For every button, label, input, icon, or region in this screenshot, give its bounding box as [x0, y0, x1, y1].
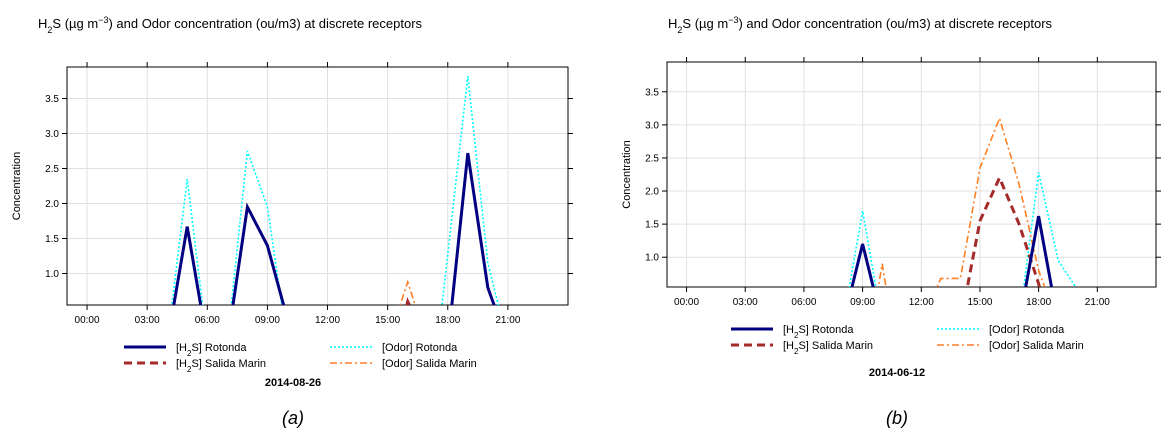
y-tick-label: 1.5	[645, 220, 659, 231]
x-tick-label: 18:00	[1026, 297, 1051, 308]
x-tick-label: 06:00	[791, 297, 816, 308]
y-tick-label: 2.5	[45, 164, 59, 175]
y-tick-label: 2.5	[645, 153, 659, 164]
x-tick-label: 06:00	[195, 315, 220, 326]
legend: [H2S] Rotonda [Odor] Rotonda [H2S] Salida …	[124, 342, 477, 374]
series-line-odor_salida	[399, 279, 417, 305]
y-tick-label: 1.0	[45, 269, 59, 280]
legend-label: [Odor] Rotonda	[382, 342, 458, 354]
y-tick-label: 3.0	[45, 129, 59, 140]
x-tick-label: 12:00	[909, 297, 934, 308]
panel-caption: (b)	[886, 408, 908, 428]
y-tick-label: 3.5	[645, 87, 659, 98]
legend-label: [H2S] Salida Marin	[176, 358, 266, 374]
x-tick-label: 21:00	[495, 315, 520, 326]
legend-label: [Odor] Salida Marin	[382, 358, 477, 370]
series-line-odor_rotonda	[171, 76, 500, 305]
y-tick-label: 3.0	[645, 120, 659, 131]
series-group	[848, 115, 1077, 287]
date-label: 2014-06-12	[869, 367, 925, 379]
x-tick-label: 03:00	[733, 297, 758, 308]
legend-label: [H2S] Rotonda	[176, 342, 247, 358]
x-tick-label: 15:00	[375, 315, 400, 326]
chart-panel-2: H2S (µg m−3) and Odor concentration (ou/…	[621, 15, 1161, 428]
x-tick-label: 00:00	[674, 297, 699, 308]
y-axis-label: Concentration	[621, 140, 633, 209]
y-tick-label: 1.5	[45, 234, 59, 245]
y-tick-label: 3.5	[45, 94, 59, 105]
series-line-h2s_salida	[965, 174, 1041, 287]
series-line-h2s_salida	[405, 297, 412, 305]
x-tick-label: 09:00	[850, 297, 875, 308]
chart-title: H2S (µg m−3) and Odor concentration (ou/…	[38, 15, 423, 35]
panel-caption: (a)	[282, 408, 304, 428]
x-tick-label: 09:00	[255, 315, 280, 326]
series-line-odor_salida	[877, 115, 1046, 287]
x-tick-label: 18:00	[435, 315, 460, 326]
y-axis-label: Concentration	[11, 152, 23, 221]
series-line-h2s_rotonda	[850, 215, 1054, 287]
legend-label: [H2S] Rotonda	[783, 324, 854, 340]
y-tick-label: 1.0	[645, 253, 659, 264]
legend: [H2S] Rotonda [Odor] Rotonda [H2S] Salida …	[731, 324, 1084, 356]
plot-frame	[66, 66, 569, 306]
plot-frame	[666, 61, 1157, 288]
legend-label: [Odor] Rotonda	[989, 324, 1065, 336]
x-tick-label: 03:00	[135, 315, 160, 326]
series-line-h2s_rotonda	[172, 152, 496, 305]
date-label: 2014-08-26	[265, 377, 321, 389]
series-group	[171, 76, 500, 305]
x-tick-label: 21:00	[1085, 297, 1110, 308]
legend-label: [Odor] Salida Marin	[989, 340, 1084, 352]
chart-title: H2S (µg m−3) and Odor concentration (ou/…	[668, 15, 1053, 35]
chart-panel-1: H2S (µg m−3) and Odor concentration (ou/…	[11, 15, 573, 428]
y-tick-label: 2.0	[45, 199, 59, 210]
x-tick-label: 15:00	[967, 297, 992, 308]
x-tick-label: 12:00	[315, 315, 340, 326]
y-tick-label: 2.0	[645, 187, 659, 198]
x-tick-label: 00:00	[75, 315, 100, 326]
legend-label: [H2S] Salida Marin	[783, 340, 873, 356]
